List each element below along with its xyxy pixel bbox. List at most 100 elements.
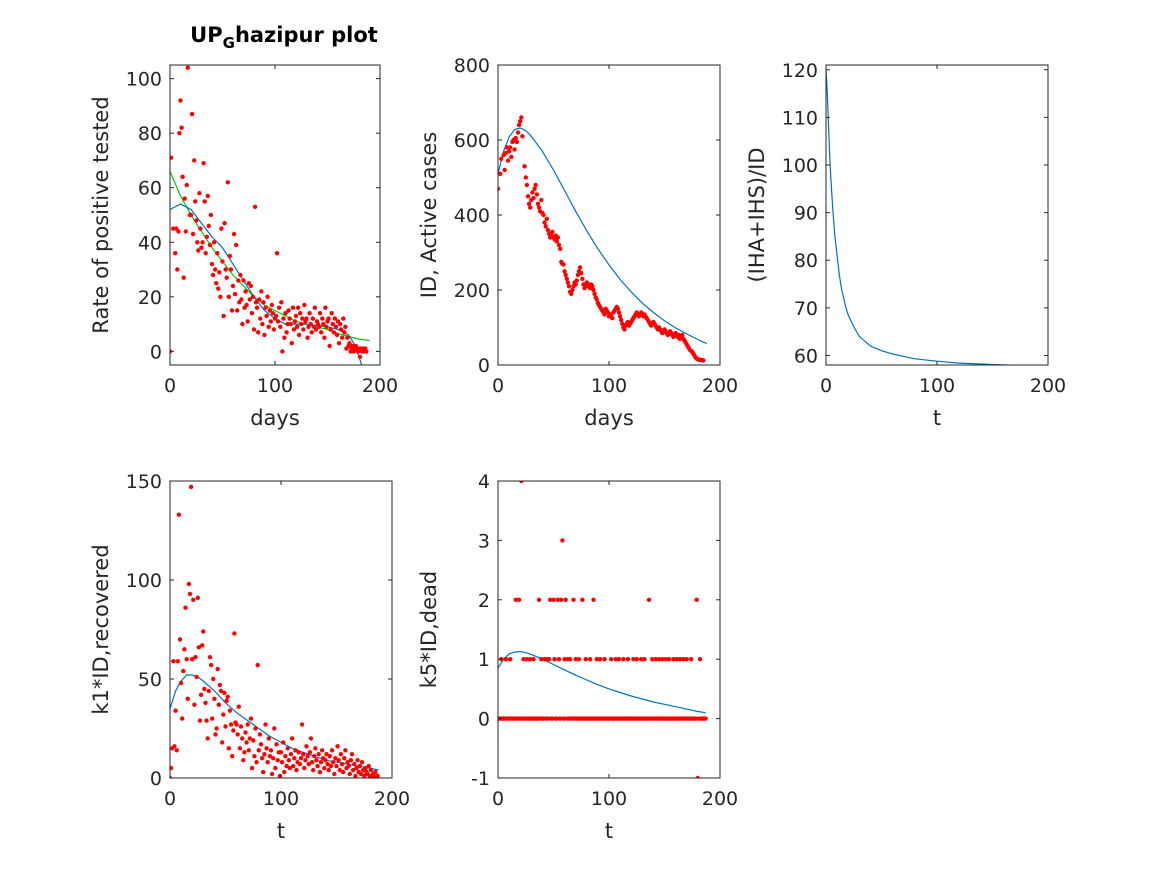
- data-point: [182, 196, 187, 201]
- data-point: [231, 728, 236, 733]
- data-point: [634, 657, 639, 662]
- data-point: [342, 756, 347, 761]
- data-point: [332, 316, 338, 321]
- data-point: [532, 186, 537, 191]
- data-point: [170, 775, 173, 778]
- data-point: [563, 597, 568, 602]
- data-point: [262, 752, 267, 757]
- data-point: [170, 765, 174, 771]
- data-point: [345, 335, 350, 340]
- y-tick-label: 150: [126, 471, 162, 493]
- x-tick-label: 100: [257, 375, 293, 397]
- data-point: [190, 657, 195, 662]
- data-point: [555, 597, 561, 602]
- data-point: [254, 760, 259, 765]
- data-point: [181, 668, 186, 674]
- data-point: [237, 746, 243, 751]
- data-point: [684, 657, 689, 662]
- data-point: [263, 305, 268, 310]
- data-point: [620, 321, 625, 326]
- data-point: [703, 716, 708, 721]
- data-point: [264, 746, 269, 751]
- data-point: [175, 267, 180, 272]
- data-point: [350, 767, 356, 773]
- y-tick-label: 80: [794, 250, 818, 272]
- data-point: [565, 280, 571, 285]
- data-point: [242, 750, 247, 755]
- data-point: [622, 327, 627, 332]
- data-point: [212, 696, 217, 701]
- data-point: [245, 319, 250, 324]
- data-point: [248, 283, 254, 289]
- data-point: [642, 657, 647, 662]
- data-point: [228, 722, 234, 727]
- data-point: [357, 354, 363, 359]
- data-point: [352, 761, 357, 767]
- x-tick-label: 100: [591, 788, 627, 810]
- data-point: [615, 306, 621, 311]
- data-point: [522, 164, 527, 169]
- x-axis-label: t: [605, 819, 613, 843]
- data-point: [232, 631, 237, 636]
- data-point: [199, 245, 204, 250]
- data-point: [602, 657, 607, 662]
- data-point: [555, 235, 561, 240]
- data-point: [260, 321, 265, 327]
- x-tick-label: 100: [591, 375, 627, 397]
- data-point: [299, 722, 305, 727]
- data-point: [273, 765, 278, 771]
- data-point: [197, 718, 203, 723]
- data-point: [207, 242, 213, 248]
- data-point: [300, 316, 305, 321]
- data-point: [544, 216, 549, 221]
- data-point: [330, 321, 335, 327]
- data-point: [289, 736, 295, 741]
- data-point: [211, 240, 217, 245]
- data-point: [576, 657, 582, 662]
- data-point: [663, 657, 668, 662]
- data-point: [285, 321, 290, 327]
- data-point: [569, 291, 574, 296]
- data-point: [312, 305, 318, 310]
- data-point: [206, 223, 211, 229]
- data-point: [332, 771, 337, 777]
- data-point: [183, 605, 188, 610]
- subplot-1: 0 100 200 0 20 40 60 80 100 days Rate of positive …: [89, 64, 398, 430]
- data-point: [363, 765, 368, 771]
- x-tick-label: 200: [362, 375, 398, 397]
- data-point: [218, 294, 223, 299]
- data-point: [232, 291, 238, 297]
- data-point: [574, 278, 579, 283]
- data-point: [190, 231, 196, 237]
- data-point: [347, 341, 352, 346]
- data-point: [519, 481, 524, 484]
- data-point: [258, 316, 263, 321]
- data-point: [207, 655, 213, 660]
- data-point: [229, 308, 235, 313]
- figure-title: UPGhazipur plot: [190, 23, 378, 52]
- plot-content: [170, 65, 370, 365]
- data-point: [181, 275, 186, 280]
- x-tick-label: 100: [263, 788, 299, 810]
- data-point: [550, 716, 555, 721]
- data-point: [316, 752, 321, 757]
- data-point: [176, 512, 182, 517]
- data-point: [227, 708, 233, 713]
- plot-content: [498, 115, 707, 363]
- data-point: [502, 167, 507, 173]
- data-point: [271, 327, 277, 332]
- data-point: [240, 321, 245, 327]
- y-tick-label: 0: [150, 768, 162, 790]
- data-point: [616, 310, 622, 315]
- data-point: [575, 272, 581, 278]
- plot-area: [170, 481, 392, 778]
- data-point: [274, 742, 279, 747]
- y-tick-label: 40: [138, 232, 162, 254]
- data-point: [597, 657, 603, 662]
- data-point: [545, 716, 551, 721]
- y-tick-label: 400: [454, 205, 490, 227]
- data-point: [224, 275, 229, 280]
- data-point: [550, 229, 555, 235]
- data-point: [573, 657, 578, 662]
- data-point: [313, 746, 318, 751]
